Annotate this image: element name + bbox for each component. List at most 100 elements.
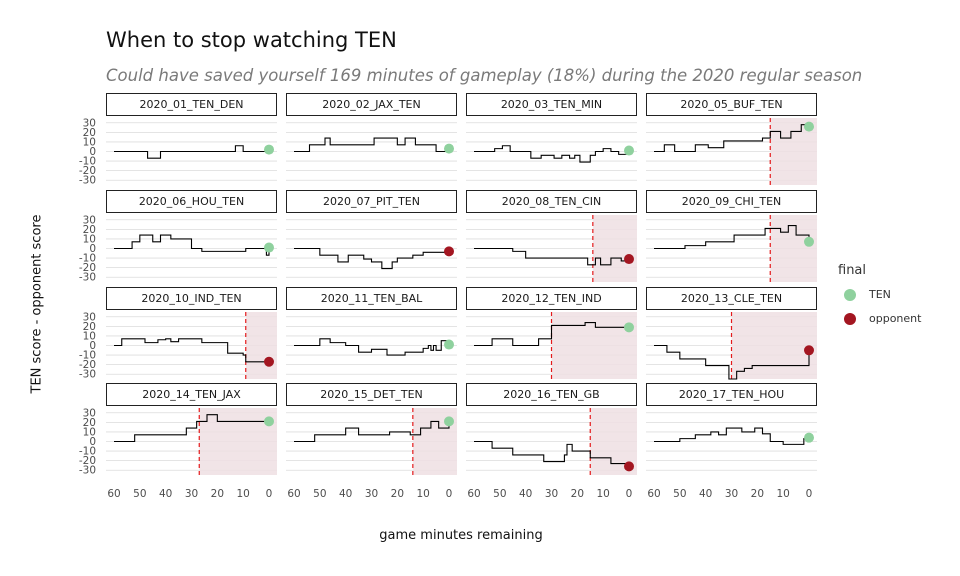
final-point	[804, 236, 814, 247]
facet-strip-label: 2020_10_IND_TEN	[141, 292, 241, 305]
score-line	[474, 247, 630, 266]
final-point	[264, 242, 274, 253]
facet-strip	[286, 287, 457, 310]
final-point	[444, 143, 454, 154]
facet-panel: 2020_12_TEN_IND	[466, 287, 637, 379]
facet-panel: 2020_09_CHI_TEN	[646, 190, 817, 282]
x-tick-label: 0	[266, 488, 273, 500]
x-tick-label: 30	[545, 488, 558, 500]
final-point	[804, 345, 814, 356]
score-line	[654, 344, 810, 380]
x-tick-label: 20	[571, 488, 584, 500]
final-point	[624, 461, 634, 472]
score-line	[654, 124, 810, 153]
facet-strip	[646, 383, 817, 406]
facet-strip	[106, 93, 277, 116]
cutoff-shade	[245, 312, 277, 379]
y-tick-label: 0	[89, 146, 96, 158]
score-line	[114, 338, 269, 363]
y-tick-label: -20	[79, 262, 96, 274]
facet-strip	[286, 93, 457, 116]
cutoff-shade	[551, 312, 637, 379]
score-line	[114, 145, 270, 159]
final-point	[264, 356, 274, 367]
facet-strip-label: 2020_03_TEN_MIN	[501, 98, 602, 111]
x-tick-label: 30	[185, 488, 198, 500]
facet-strip-label: 2020_05_BUF_TEN	[680, 98, 782, 111]
y-tick-label: -30	[79, 272, 96, 284]
cutoff-shade	[199, 408, 277, 475]
score-line	[654, 427, 810, 445]
score-line	[114, 234, 270, 256]
x-tick-label: 50	[493, 488, 506, 500]
y-tick-label: 20	[83, 224, 96, 236]
legend-label-opponent: opponent	[869, 312, 922, 325]
facet-panel: 2020_16_TEN_GB 60 50 40 30 20 10 0	[466, 383, 637, 500]
facet-strip-label: 2020_06_HOU_TEN	[139, 195, 244, 208]
facet-strip	[646, 93, 817, 116]
y-tick-label: -20	[79, 455, 96, 467]
x-tick-label: 50	[313, 488, 326, 500]
y-tick-label: 30	[83, 407, 96, 419]
facet-strip-label: 2020_07_PIT_TEN	[323, 195, 420, 208]
final-point	[444, 339, 454, 350]
facet-strip-label: 2020_16_TEN_GB	[503, 388, 599, 401]
facet-strip	[106, 287, 277, 310]
x-tick-label: 10	[416, 488, 429, 500]
y-tick-label: 0	[89, 436, 96, 448]
y-tick-label: -10	[79, 446, 96, 458]
y-tick-label: 30	[83, 214, 96, 226]
x-tick-label: 40	[159, 488, 172, 500]
facet-panel: 2020_08_TEN_CIN	[466, 190, 637, 282]
y-tick-label: -10	[79, 156, 96, 168]
x-tick-label: 20	[751, 488, 764, 500]
chart-subtitle: Could have saved yourself 169 minutes of…	[106, 66, 863, 85]
score-line	[474, 440, 630, 467]
legend-dot-opponent	[844, 313, 856, 325]
x-tick-label: 50	[133, 488, 146, 500]
facet-panel: 2020_15_DET_TEN 60 50 40 30 20 10 0	[286, 383, 457, 500]
facet-strip	[466, 190, 637, 213]
x-tick-label: 10	[776, 488, 789, 500]
score-line	[294, 420, 450, 443]
legend-dot-ten	[844, 289, 856, 301]
y-tick-label: 20	[83, 321, 96, 333]
x-tick-label: 40	[339, 488, 352, 500]
y-tick-label: 10	[83, 426, 96, 438]
facet-strip-label: 2020_17_TEN_HOU	[679, 388, 784, 401]
x-tick-label: 40	[519, 488, 532, 500]
facet-strip-label: 2020_02_JAX_TEN	[322, 98, 421, 111]
final-point	[444, 246, 454, 257]
cutoff-shade	[592, 215, 637, 282]
y-tick-label: 0	[89, 243, 96, 255]
facet-strip-label: 2020_13_CLE_TEN	[681, 292, 782, 305]
final-point	[264, 416, 274, 427]
y-tick-label: -20	[79, 359, 96, 371]
facet-strip	[466, 287, 637, 310]
final-point	[624, 254, 634, 265]
facet-strip-label: 2020_14_TEN_JAX	[142, 388, 241, 401]
score-line	[654, 224, 810, 250]
x-tick-label: 20	[211, 488, 224, 500]
x-tick-label: 50	[673, 488, 686, 500]
facet-strip-label: 2020_01_TEN_DEN	[139, 98, 243, 111]
facet-panel: 2020_03_TEN_MIN	[466, 93, 637, 181]
facet-panel: 2020_05_BUF_TEN	[646, 93, 817, 185]
x-axis-label: game minutes remaining	[379, 528, 543, 543]
facet-panel: 2020_11_TEN_BAL	[286, 287, 457, 375]
score-line	[294, 247, 450, 270]
y-tick-label: 0	[89, 340, 96, 352]
x-tick-label: 10	[596, 488, 609, 500]
final-point	[624, 322, 634, 333]
facet-strip	[646, 287, 817, 310]
facet-strip	[466, 93, 637, 116]
score-line	[294, 338, 450, 356]
facet-strip-label: 2020_11_TEN_BAL	[321, 292, 423, 305]
y-tick-label: 10	[83, 233, 96, 245]
y-tick-label: 30	[83, 117, 96, 129]
facet-strip-label: 2020_09_CHI_TEN	[682, 195, 782, 208]
facet-strip	[466, 383, 637, 406]
